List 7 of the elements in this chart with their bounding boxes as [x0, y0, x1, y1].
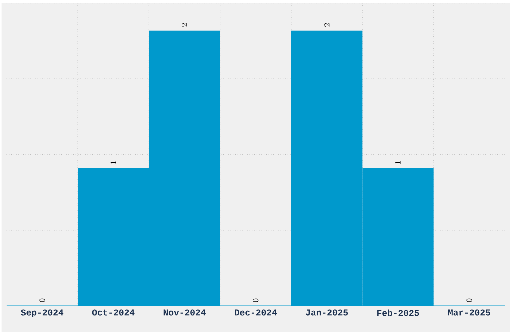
x-tick-label: Dec-2024: [235, 310, 278, 316]
x-tick-label: Sep-2024: [21, 310, 64, 318]
x-tick-label: Nov-2024: [164, 310, 206, 316]
x-tick-label: Oct-2024: [92, 310, 135, 316]
x-tick-label: Jan-2025: [306, 310, 348, 316]
x-tick-label: Mar-2025: [448, 310, 490, 316]
x-tick-label: Feb-2025: [378, 310, 420, 316]
